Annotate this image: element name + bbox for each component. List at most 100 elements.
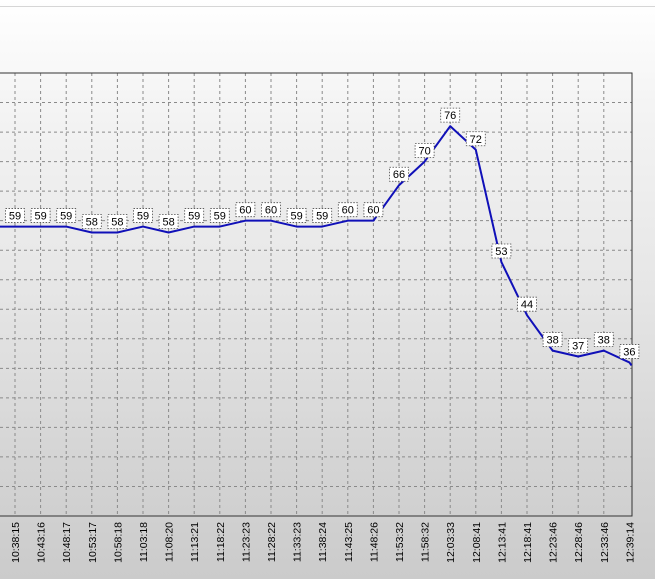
x-tick-label: 11:48:26 (368, 522, 380, 562)
x-tick-label: 10:48:17 (61, 522, 73, 563)
x-tick-label: 11:23:23 (240, 522, 252, 562)
x-tick-label: 12:28:46 (573, 522, 585, 563)
data-label-text: 60 (367, 205, 379, 217)
top-divider (0, 6, 655, 7)
data-label: 58 (158, 214, 179, 229)
data-label: 59 (5, 208, 25, 223)
x-tick-label: 12:08:41 (471, 522, 483, 563)
data-label: 59 (30, 208, 51, 223)
x-tick-label: 11:28:22 (266, 522, 278, 562)
x-tick-label: 12:18:41 (522, 522, 534, 563)
data-label-text: 60 (239, 205, 251, 217)
data-label-box (337, 202, 358, 218)
data-label: 37 (568, 338, 589, 353)
data-label-box (107, 214, 128, 229)
data-label: 70 (414, 143, 435, 159)
data-label-box (286, 208, 307, 223)
data-label-text: 59 (316, 211, 328, 223)
data-label: 38 (542, 332, 563, 348)
data-label: 58 (81, 214, 102, 229)
data-label: 59 (133, 208, 153, 223)
x-tick-label: 11:18:22 (215, 522, 227, 562)
data-label-box (389, 166, 409, 182)
data-label-box (133, 208, 153, 223)
data-label-text: 66 (393, 169, 405, 181)
data-label-box (491, 243, 512, 259)
x-tick-label: 12:03:33 (445, 522, 457, 563)
data-label-box (312, 208, 333, 223)
plot-area-border (0, 72, 633, 517)
x-tick-label: 11:13:21 (189, 522, 201, 562)
data-label-text: 38 (546, 335, 558, 347)
x-tick-label: 12:23:46 (548, 522, 560, 563)
data-label: 38 (593, 332, 614, 348)
x-tick-label: 12:13:41 (496, 522, 508, 563)
data-label: 59 (312, 208, 333, 223)
data-label-box (517, 296, 537, 312)
data-label-text: 70 (418, 146, 430, 158)
x-tick-label: 12:39:14 (624, 522, 636, 563)
data-label: 72 (465, 131, 486, 147)
data-label: 53 (491, 243, 512, 259)
data-label-box (414, 143, 435, 159)
data-label: 60 (261, 202, 281, 218)
data-label: 60 (337, 202, 358, 218)
data-label: 66 (389, 166, 409, 182)
data-label-text: 72 (470, 134, 482, 146)
x-tick-label: 11:33:23 (292, 522, 304, 562)
x-tick-label: 11:58:32 (420, 522, 432, 562)
data-label-box (261, 202, 281, 218)
grid-lines (0, 73, 632, 517)
data-label: 58 (107, 214, 128, 229)
data-label-box (363, 202, 384, 218)
data-label-box (568, 338, 589, 353)
data-labels: 59 59 59 58 58 59 58 59 59 60 60 59 59 60 60 66 70 76 72 53… (5, 107, 640, 359)
data-label-text: 59 (188, 211, 200, 223)
data-label-text: 44 (521, 299, 533, 311)
data-label: 59 (209, 208, 230, 223)
data-label: 59 (286, 208, 307, 223)
data-label-box (81, 214, 102, 229)
data-label-text: 60 (265, 205, 277, 217)
data-label-box (542, 332, 563, 348)
data-label-text: 53 (495, 246, 507, 258)
data-label: 59 (184, 208, 205, 223)
data-label-box (619, 344, 640, 359)
data-label-text: 59 (9, 211, 21, 223)
data-label-box (30, 208, 51, 223)
data-label-text: 38 (598, 335, 610, 347)
x-tick-label: 11:03:18 (138, 522, 150, 562)
data-label-text: 59 (214, 211, 226, 223)
data-label: 44 (517, 296, 537, 312)
x-tick-label: 11:43:25 (343, 522, 355, 562)
data-label-text: 58 (86, 216, 98, 228)
data-label-text: 59 (60, 211, 72, 223)
data-label-text: 59 (34, 211, 46, 223)
data-label-text: 60 (342, 205, 354, 217)
x-tick-label: 10:58:18 (112, 522, 124, 563)
data-label-text: 36 (623, 346, 635, 358)
data-label-box (184, 208, 205, 223)
data-label-box (209, 208, 230, 223)
data-label-box (593, 332, 614, 348)
data-label-box (465, 131, 486, 147)
data-label-box (5, 208, 25, 223)
data-label-box (440, 107, 461, 123)
data-label-text: 59 (290, 211, 302, 223)
data-label: 36 (619, 344, 640, 359)
x-axis-tick-labels: 10:38:15 10:43:16 10:48:17 10:53:17 10:58:18… (10, 522, 636, 563)
x-tick-label: 10:53:17 (87, 522, 99, 563)
data-label-box (235, 202, 256, 218)
data-label: 76 (440, 107, 461, 123)
data-label-text: 37 (572, 341, 584, 353)
data-label-box (158, 214, 179, 229)
data-label: 59 (56, 208, 77, 223)
x-tick-label: 10:38:15 (10, 522, 22, 563)
x-tick-label: 11:53:32 (394, 522, 406, 562)
data-label-box (56, 208, 77, 223)
x-tick-label: 10:43:16 (36, 522, 48, 563)
data-label-text: 76 (444, 110, 456, 122)
x-tick-label: 11:08:20 (164, 522, 176, 562)
